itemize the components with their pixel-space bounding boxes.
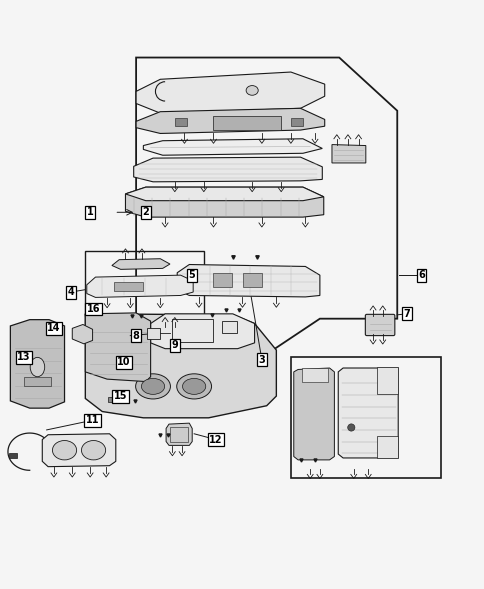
Ellipse shape — [52, 441, 76, 460]
Bar — [376, 367, 397, 393]
Bar — [24, 377, 50, 386]
Polygon shape — [42, 434, 116, 466]
Text: 2: 2 — [142, 207, 149, 217]
Polygon shape — [85, 313, 151, 382]
Text: 10: 10 — [117, 357, 131, 367]
Polygon shape — [331, 144, 365, 163]
Polygon shape — [125, 187, 323, 217]
Text: 7: 7 — [403, 309, 409, 319]
Text: 3: 3 — [258, 355, 265, 365]
Polygon shape — [151, 314, 254, 349]
Polygon shape — [293, 368, 333, 460]
Text: 16: 16 — [87, 304, 100, 314]
Bar — [108, 397, 117, 402]
Text: 15: 15 — [114, 391, 127, 401]
Ellipse shape — [141, 378, 164, 395]
Bar — [213, 273, 231, 287]
Polygon shape — [112, 259, 169, 269]
Polygon shape — [143, 139, 322, 155]
Bar — [290, 118, 302, 126]
Text: 8: 8 — [133, 330, 139, 340]
Ellipse shape — [245, 85, 257, 95]
Text: 9: 9 — [171, 340, 178, 350]
Polygon shape — [134, 157, 322, 182]
Text: 6: 6 — [417, 270, 424, 280]
Bar — [85, 251, 203, 316]
Text: 5: 5 — [188, 270, 195, 280]
Ellipse shape — [176, 374, 211, 399]
Bar — [172, 319, 213, 342]
Text: 11: 11 — [86, 415, 99, 425]
Polygon shape — [177, 264, 319, 297]
Bar — [243, 273, 261, 287]
FancyBboxPatch shape — [364, 315, 394, 336]
Polygon shape — [125, 187, 323, 201]
Ellipse shape — [136, 374, 170, 399]
Text: 4: 4 — [67, 287, 74, 297]
Polygon shape — [87, 275, 193, 297]
Ellipse shape — [81, 441, 106, 460]
Polygon shape — [72, 325, 92, 344]
Ellipse shape — [182, 378, 205, 395]
Ellipse shape — [347, 424, 354, 431]
Polygon shape — [136, 108, 324, 134]
Ellipse shape — [30, 358, 45, 377]
Polygon shape — [337, 368, 397, 458]
Text: 12: 12 — [209, 435, 222, 445]
Bar — [114, 282, 143, 291]
Bar — [147, 328, 160, 339]
Bar — [376, 436, 397, 458]
Bar — [9, 453, 17, 458]
Bar — [290, 358, 440, 478]
Polygon shape — [85, 314, 276, 418]
Bar — [301, 368, 327, 382]
Polygon shape — [136, 72, 324, 113]
Bar — [169, 428, 188, 442]
Bar — [213, 115, 281, 130]
Bar — [222, 320, 236, 333]
Text: 1: 1 — [87, 207, 93, 217]
Text: 14: 14 — [47, 323, 60, 333]
Polygon shape — [166, 423, 192, 445]
Bar — [174, 118, 186, 126]
Text: 13: 13 — [17, 352, 30, 362]
Polygon shape — [10, 320, 64, 408]
